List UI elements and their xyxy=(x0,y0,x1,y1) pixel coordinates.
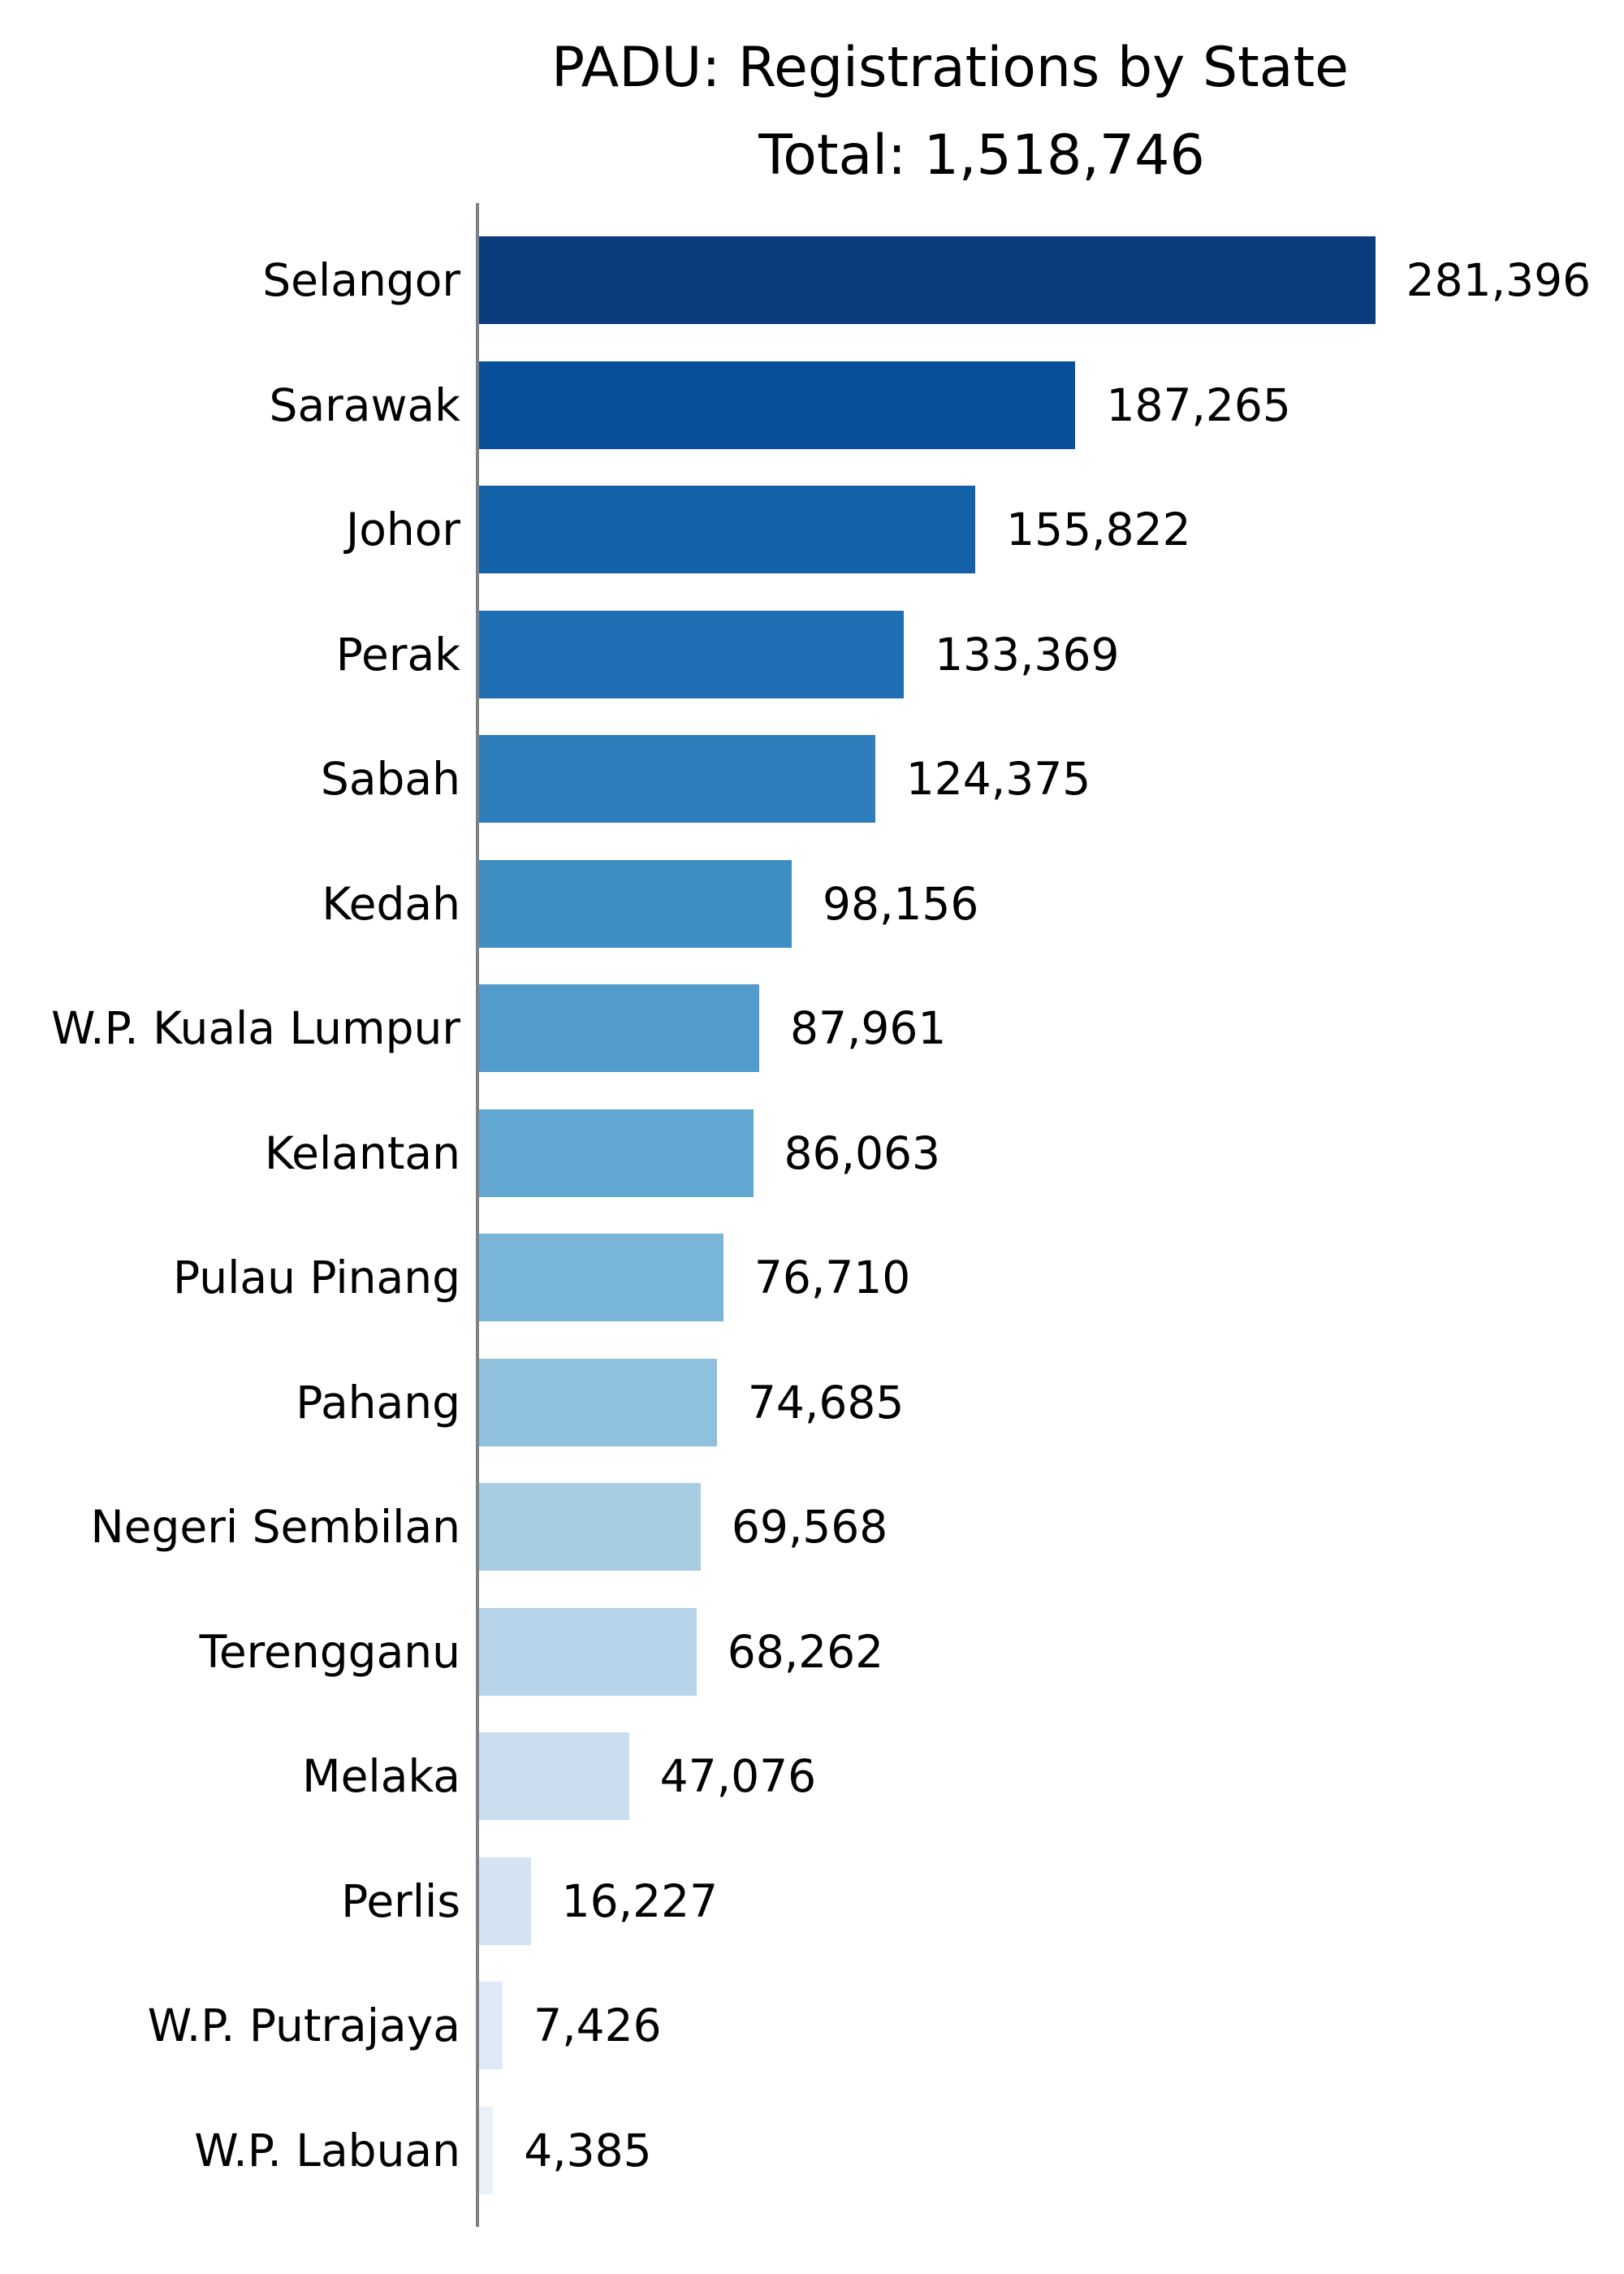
bar xyxy=(479,859,792,948)
category-label: Sabah xyxy=(320,753,460,806)
bar-row: Terengganu 68,262 xyxy=(0,1607,1624,1696)
bar-row: Pahang 74,685 xyxy=(0,1358,1624,1446)
category-label: Kelantan xyxy=(264,1126,460,1179)
category-label: W.P. Putrajaya xyxy=(147,1999,460,2052)
value-label: 4,385 xyxy=(524,2124,652,2177)
value-label: 87,961 xyxy=(789,1002,947,1055)
value-label: 68,262 xyxy=(727,1625,884,1678)
bar-row: W.P. Kuala Lumpur 87,961 xyxy=(0,984,1624,1073)
bar xyxy=(479,735,875,824)
bar-row: Negeri Sembilan 69,568 xyxy=(0,1483,1624,1571)
category-label: Perak xyxy=(335,628,460,681)
category-label: Sarawak xyxy=(269,378,460,431)
value-label: 281,396 xyxy=(1406,254,1592,306)
category-label: Pulau Pinang xyxy=(173,1252,460,1304)
bar-row: Perak 133,369 xyxy=(0,610,1624,698)
value-label: 124,375 xyxy=(905,753,1091,806)
bar-row: Sabah 124,375 xyxy=(0,735,1624,824)
bar xyxy=(479,486,976,574)
bar-row: Kelantan 86,063 xyxy=(0,1109,1624,1197)
bar xyxy=(479,1358,717,1446)
bar xyxy=(479,1857,531,1945)
chart-title: PADU: Registrations by State xyxy=(551,36,1349,100)
value-label: 187,265 xyxy=(1106,378,1291,431)
category-label: Terengganu xyxy=(199,1625,460,1678)
bar-row: Johor 155,822 xyxy=(0,486,1624,574)
bar xyxy=(479,2106,494,2194)
bar xyxy=(479,1982,503,2070)
bar xyxy=(479,1607,697,1696)
category-label: W.P. Labuan xyxy=(194,2124,460,2177)
value-label: 16,227 xyxy=(561,1874,719,1927)
bar xyxy=(479,236,1376,324)
value-label: 74,685 xyxy=(747,1376,905,1429)
bar xyxy=(479,1234,723,1322)
chart-subtitle-total: Total: 1,518,746 xyxy=(758,123,1205,188)
category-label: W.P. Kuala Lumpur xyxy=(51,1002,460,1055)
value-label: 69,568 xyxy=(731,1501,888,1554)
category-label: Selangor xyxy=(262,254,460,306)
value-label: 47,076 xyxy=(659,1750,817,1803)
value-label: 76,710 xyxy=(754,1252,911,1304)
bar-row: Kedah 98,156 xyxy=(0,859,1624,948)
bar-row: Selangor 281,396 xyxy=(0,236,1624,324)
bar-row: W.P. Putrajaya 7,426 xyxy=(0,1982,1624,2070)
value-label: 98,156 xyxy=(822,877,979,930)
bar-row: Melaka 47,076 xyxy=(0,1732,1624,1821)
bar-row: Sarawak 187,265 xyxy=(0,361,1624,449)
value-label: 133,369 xyxy=(935,628,1120,681)
bar-row: Pulau Pinang 76,710 xyxy=(0,1234,1624,1322)
category-label: Johor xyxy=(346,504,460,556)
value-label: 86,063 xyxy=(784,1126,940,1179)
category-label: Pahang xyxy=(296,1376,460,1429)
bar xyxy=(479,984,759,1073)
category-label: Kedah xyxy=(322,877,460,930)
bar xyxy=(479,610,905,698)
category-label: Perlis xyxy=(341,1874,460,1927)
bar xyxy=(479,1109,754,1197)
y-axis-line xyxy=(476,203,479,2227)
value-label: 155,822 xyxy=(1006,504,1191,556)
category-label: Melaka xyxy=(302,1750,460,1803)
bar-row: Perlis 16,227 xyxy=(0,1857,1624,1945)
bar xyxy=(479,1732,629,1821)
category-label: Negeri Sembilan xyxy=(90,1501,460,1554)
bar xyxy=(479,361,1076,449)
bar-row: W.P. Labuan 4,385 xyxy=(0,2106,1624,2194)
value-label: 7,426 xyxy=(533,1999,662,2052)
bar xyxy=(479,1483,701,1571)
